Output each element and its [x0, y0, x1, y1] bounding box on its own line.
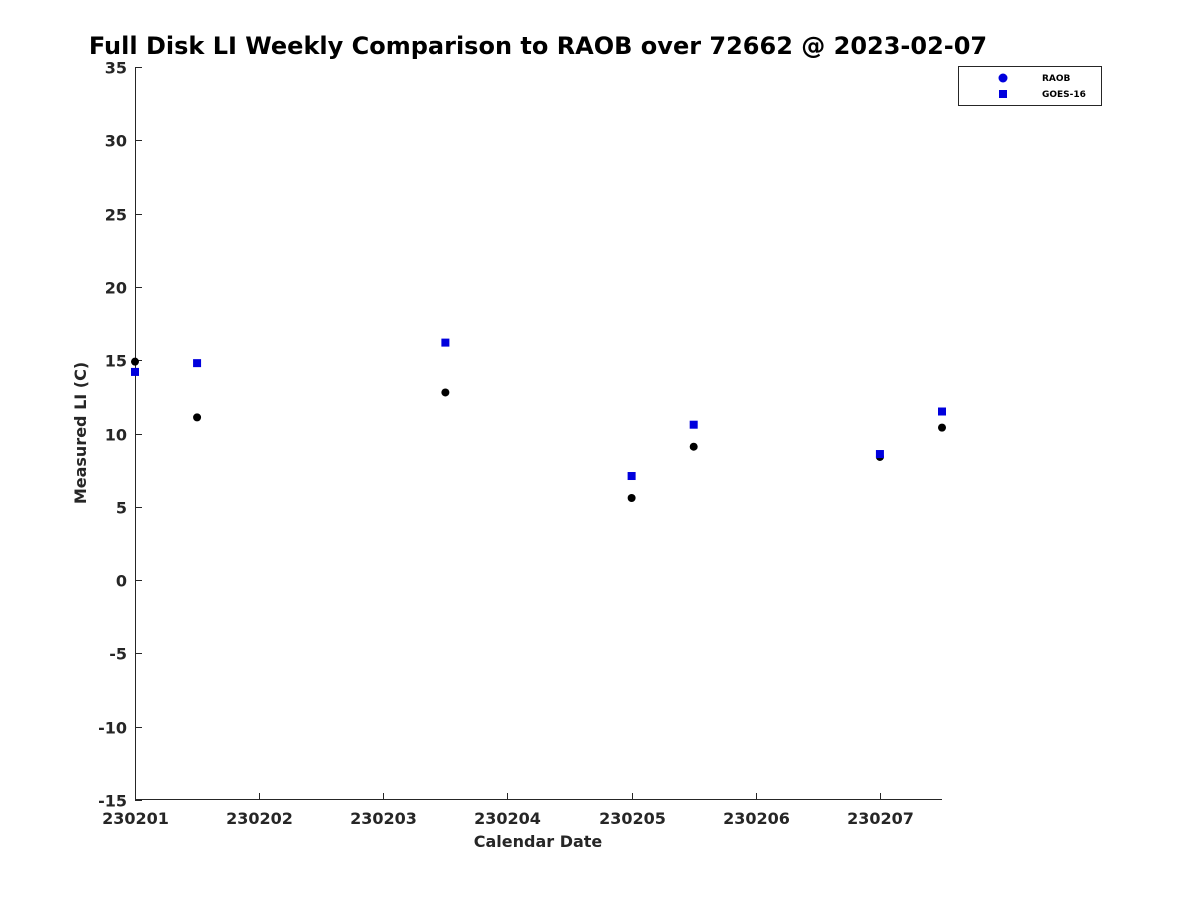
series-raob	[131, 357, 946, 503]
plot-axes	[135, 67, 942, 800]
y-tick-label: -15	[98, 792, 127, 811]
x-tick-label: 230207	[847, 809, 914, 828]
legend-goes-marker	[999, 90, 1007, 98]
legend-box	[958, 66, 1102, 106]
x-axis-label: Calendar Date	[474, 832, 603, 851]
y-tick-label: 0	[116, 572, 127, 591]
x-axis-ticks: 230201 230202 230203 230204 230205 230206 2302…	[102, 793, 914, 828]
y-tick-label: 20	[105, 279, 127, 298]
legend-raob-marker	[998, 73, 1008, 83]
goes-16-point	[627, 472, 636, 481]
goes-16-point	[938, 407, 946, 416]
y-tick-label: 35	[105, 59, 127, 78]
legend: RAOB GOES-16	[958, 66, 1102, 106]
legend-goes-label: GOES-16	[1042, 90, 1086, 100]
raob-point	[193, 413, 202, 422]
y-tick-label: 10	[105, 426, 127, 445]
goes-16-point	[193, 359, 202, 368]
y-axis-ticks: -15 -10 -5 0 5 10 15 20 25 30 35	[98, 59, 142, 811]
y-tick-label: -10	[98, 719, 127, 738]
goes-16-point	[441, 338, 450, 347]
chart-title: Full Disk LI Weekly Comparison to RAOB o…	[89, 32, 987, 60]
raob-point	[938, 423, 946, 432]
y-tick-label: 15	[105, 352, 127, 371]
data-series	[131, 338, 946, 503]
y-tick-label: 30	[105, 132, 127, 151]
x-tick-label: 230202	[226, 809, 293, 828]
x-tick-label: 230201	[102, 809, 169, 828]
goes-16-point	[875, 450, 884, 459]
x-tick-label: 230203	[350, 809, 417, 828]
raob-point	[131, 357, 139, 366]
x-tick-label: 230205	[599, 809, 666, 828]
raob-point	[441, 388, 450, 397]
series-goes-16	[131, 338, 946, 481]
x-tick-label: 230206	[723, 809, 790, 828]
y-tick-label: 25	[105, 206, 127, 225]
y-axis-label: Measured LI (C)	[71, 362, 90, 504]
raob-point	[689, 442, 698, 451]
goes-16-point	[689, 420, 698, 429]
raob-point	[627, 494, 636, 503]
y-tick-label: 5	[116, 499, 127, 518]
legend-raob-label: RAOB	[1042, 74, 1071, 84]
x-tick-label: 230204	[474, 809, 541, 828]
goes-16-point	[131, 367, 139, 376]
y-tick-label: -5	[109, 645, 127, 664]
